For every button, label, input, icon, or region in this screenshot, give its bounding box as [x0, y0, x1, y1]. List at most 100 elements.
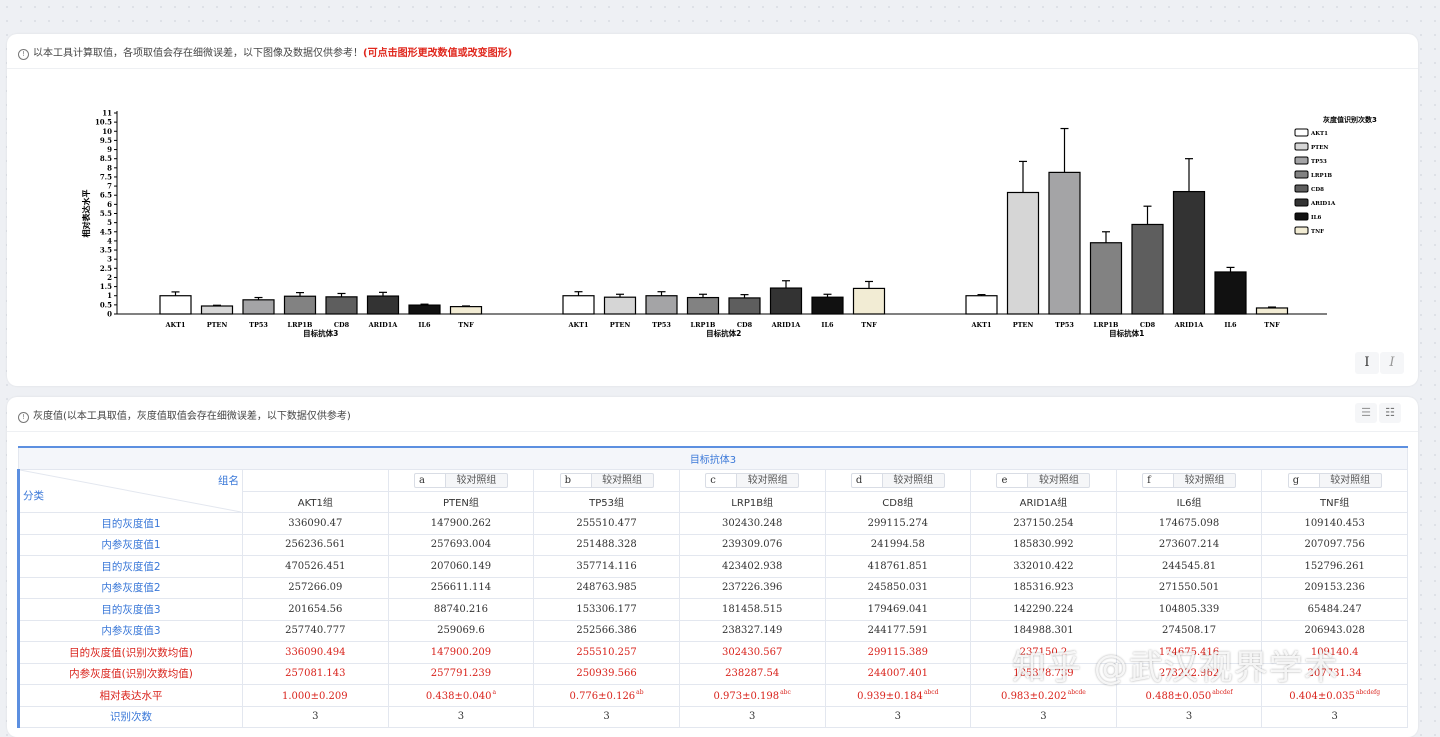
value-cell[interactable]: 302430.567: [678, 641, 826, 664]
group-letter-input[interactable]: f: [1142, 472, 1175, 488]
value-cell[interactable]: 237150.254: [970, 512, 1117, 535]
value-cell[interactable]: 257740.777: [242, 619, 389, 642]
bar[interactable]: [449, 306, 483, 315]
compare-control-button[interactable]: 较对照组: [737, 472, 800, 488]
value-cell[interactable]: 470526.451: [242, 555, 389, 578]
value-cell[interactable]: 336090.47: [242, 512, 389, 535]
value-cell[interactable]: 257791.239: [387, 662, 535, 685]
bar[interactable]: [728, 297, 761, 315]
value-cell[interactable]: 250939.566: [533, 662, 680, 685]
value-cell[interactable]: 332010.422: [970, 555, 1117, 578]
value-cell[interactable]: 88740.216: [387, 598, 535, 621]
bold-text-button[interactable]: I: [1355, 352, 1379, 374]
value-cell[interactable]: 256236.561: [242, 533, 389, 556]
value-cell[interactable]: 153306.177: [533, 598, 680, 621]
bar[interactable]: [1172, 190, 1206, 315]
group-letter-input[interactable]: e: [996, 472, 1029, 488]
bar[interactable]: [159, 295, 192, 315]
bar[interactable]: [769, 287, 803, 315]
value-cell[interactable]: 241994.58: [824, 533, 972, 556]
bar[interactable]: [965, 295, 998, 315]
value-cell[interactable]: 418761.851: [824, 555, 972, 578]
value-cell[interactable]: 237226.396: [678, 576, 826, 599]
value-cell[interactable]: 255510.477: [533, 512, 680, 535]
bar[interactable]: [852, 287, 886, 315]
column-view-icon[interactable]: ☷: [1379, 403, 1401, 423]
value-cell[interactable]: 65484.247: [1261, 598, 1408, 621]
value-cell[interactable]: 336090.494: [242, 641, 389, 664]
value-cell[interactable]: 184988.301: [970, 619, 1117, 642]
bar[interactable]: [242, 299, 275, 315]
bar[interactable]: [325, 296, 358, 315]
value-cell[interactable]: 244007.401: [824, 662, 972, 685]
value-cell[interactable]: 179469.041: [824, 598, 972, 621]
compare-control-button[interactable]: 较对照组: [1028, 472, 1091, 488]
value-cell[interactable]: 207097.756: [1261, 533, 1408, 556]
value-cell[interactable]: 239309.076: [678, 533, 826, 556]
value-cell[interactable]: 256611.114: [387, 576, 535, 599]
value-cell[interactable]: 209153.236: [1261, 576, 1408, 599]
bar[interactable]: [366, 295, 400, 315]
value-cell[interactable]: 274508.17: [1115, 619, 1263, 642]
value-cell[interactable]: 257693.004: [387, 533, 535, 556]
group-letter-input[interactable]: g: [1287, 472, 1320, 488]
value-cell[interactable]: 299115.389: [824, 641, 972, 664]
bar[interactable]: [200, 305, 234, 315]
value-cell[interactable]: 238287.54: [678, 662, 826, 685]
value-cell[interactable]: 248763.985: [533, 576, 680, 599]
value-cell[interactable]: 255510.257: [533, 641, 680, 664]
compare-control-button[interactable]: 较对照组: [1174, 472, 1237, 488]
bar[interactable]: [283, 295, 317, 315]
bar[interactable]: [1089, 242, 1123, 315]
value-cell[interactable]: 185316.923: [970, 576, 1117, 599]
value-cell[interactable]: 257081.143: [242, 662, 389, 685]
value-cell[interactable]: 299115.274: [824, 512, 972, 535]
value-cell[interactable]: 302430.248: [678, 512, 826, 535]
list-view-icon[interactable]: ☰: [1355, 403, 1377, 423]
value-cell[interactable]: 142290.224: [970, 598, 1117, 621]
bar[interactable]: [1214, 271, 1247, 315]
value-cell[interactable]: 259069.6: [387, 619, 535, 642]
value-cell[interactable]: 174675.098: [1115, 512, 1263, 535]
bar[interactable]: [1048, 171, 1081, 315]
italic-text-button[interactable]: I: [1380, 352, 1404, 374]
value-cell[interactable]: 257266.09: [242, 576, 389, 599]
value-cell[interactable]: 207060.149: [387, 555, 535, 578]
value-cell[interactable]: 104805.339: [1115, 598, 1263, 621]
value-cell[interactable]: 252566.386: [533, 619, 680, 642]
value-cell[interactable]: 423402.938: [678, 555, 826, 578]
value-cell[interactable]: 181458.515: [678, 598, 826, 621]
bar[interactable]: [1131, 223, 1164, 315]
bar[interactable]: [686, 296, 720, 315]
value-cell[interactable]: 201654.56: [242, 598, 389, 621]
bar[interactable]: [645, 295, 678, 315]
group-letter-input[interactable]: c: [705, 472, 738, 488]
bar[interactable]: [562, 295, 595, 315]
bar[interactable]: [811, 296, 844, 315]
value-cell[interactable]: 238327.149: [678, 619, 826, 642]
value-cell[interactable]: 109140.453: [1261, 512, 1408, 535]
group-letter-input[interactable]: d: [850, 472, 883, 488]
value-cell[interactable]: 244545.81: [1115, 555, 1263, 578]
value-cell[interactable]: 273607.214: [1115, 533, 1263, 556]
value-cell[interactable]: 206943.028: [1261, 619, 1408, 642]
compare-control-button[interactable]: 较对照组: [445, 472, 508, 488]
value-cell[interactable]: 245850.031: [824, 576, 972, 599]
group-letter-input[interactable]: a: [413, 472, 446, 488]
compare-control-button[interactable]: 较对照组: [882, 472, 945, 488]
value-cell[interactable]: 271550.501: [1115, 576, 1263, 599]
compare-control-button[interactable]: 较对照组: [591, 472, 654, 488]
bar[interactable]: [408, 304, 441, 315]
bar[interactable]: [1006, 191, 1040, 315]
value-cell[interactable]: 147900.209: [387, 641, 535, 664]
bar[interactable]: [603, 296, 637, 315]
compare-control-button[interactable]: 较对照组: [1319, 472, 1382, 488]
value-cell[interactable]: 152796.261: [1261, 555, 1408, 578]
group-letter-input[interactable]: b: [559, 472, 592, 488]
value-cell[interactable]: 185830.992: [970, 533, 1117, 556]
value-cell[interactable]: 147900.262: [387, 512, 535, 535]
bar[interactable]: [1255, 307, 1289, 315]
value-cell[interactable]: 251488.328: [533, 533, 680, 556]
value-cell[interactable]: 244177.591: [824, 619, 972, 642]
value-cell[interactable]: 357714.116: [533, 555, 680, 578]
